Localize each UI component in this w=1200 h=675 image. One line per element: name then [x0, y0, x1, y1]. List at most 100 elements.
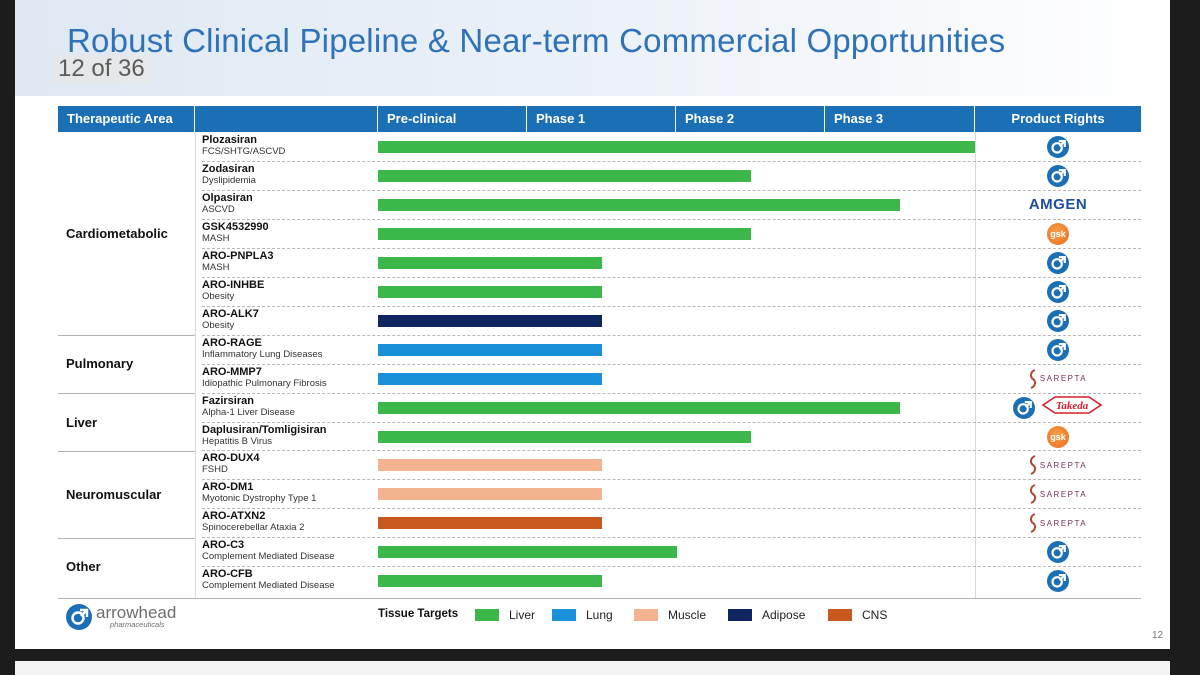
sarepta-wordmark: SAREPTA — [1039, 518, 1088, 528]
program-name: ARO-C3 — [202, 539, 245, 552]
sarepta-logo: SAREPTA — [1029, 455, 1088, 476]
program-indication: Alpha-1 Liver Disease — [202, 406, 295, 418]
program-name: Zodasiran — [202, 162, 255, 175]
area-cardiometabolic: Cardiometabolic — [66, 226, 168, 241]
row-separator — [202, 392, 1141, 394]
program-indication: Myotonic Dystrophy Type 1 — [202, 493, 317, 505]
legend-liver: Liver — [475, 608, 535, 622]
area-liver: Liver — [66, 415, 98, 430]
row-separator — [202, 363, 1141, 365]
product-rights-zodasiran — [975, 164, 1141, 187]
program-aro-dux4: ARO-DUX4 FSHD — [202, 452, 382, 475]
row-separator — [202, 218, 1141, 220]
program-indication: Obesity — [202, 290, 235, 302]
legend-label-liver: Liver — [509, 608, 536, 622]
program-indication: MASH — [202, 261, 230, 273]
program-name: ARO-ATXN2 — [202, 510, 266, 523]
takeda-wordmark: Takeda — [1056, 400, 1089, 412]
arrowhead-logo-icon — [1047, 136, 1069, 158]
arrowhead-logo-icon — [1013, 396, 1035, 419]
progress-bar-aro-rage — [378, 343, 602, 356]
gsk-logo: gsk — [1047, 425, 1069, 448]
product-rights-aro-atxn2: SAREPTA — [975, 512, 1141, 534]
progress-bar-daplusiran-tomligisiran — [378, 430, 751, 443]
program-indication: ASCVD — [202, 203, 235, 215]
sarepta-logo: SAREPTA — [1029, 484, 1087, 505]
program-indication: MASH — [202, 232, 230, 244]
program-indication: Obesity — [202, 319, 235, 331]
legend-label-muscle: Muscle — [668, 608, 707, 622]
program-plozasiran: Plozasiran FCS/SHTG/ASCVD — [202, 134, 382, 157]
takeda-logo: Takeda — [1041, 394, 1103, 421]
program-daplusiran-tomligisiran: Daplusiran/Tomligisiran Hepatitis B Virus — [202, 424, 382, 447]
product-rights-aro-dux4: SAREPTA — [975, 454, 1141, 476]
arrowhead-brand: arrowhead pharmaceuticals — [66, 604, 176, 630]
header-preclinical: Pre-clinical — [378, 106, 526, 132]
program-indication: Hepatitis B Virus — [202, 435, 273, 447]
progress-bar-gsk4532990 — [378, 227, 751, 240]
header-phase-2: Phase 2 — [676, 106, 824, 132]
area-separator — [58, 538, 195, 539]
row-separator — [202, 160, 1141, 162]
program-name: GSK4532990 — [202, 220, 269, 233]
legend-title: Tissue Targets — [378, 608, 459, 620]
legend-lung: Lung — [552, 608, 613, 622]
area-neuromuscular: Neuromuscular — [66, 487, 162, 502]
program-name: Olpasiran — [202, 191, 253, 204]
progress-bar-aro-mmp7 — [378, 372, 602, 385]
slide: Robust Clinical Pipeline & Near-term Com… — [15, 0, 1170, 649]
row-separator — [202, 334, 1141, 336]
program-indication: Spinocerebellar Ataxia 2 — [202, 522, 305, 534]
program-aro-mmp7: ARO-MMP7 Idiopathic Pulmonary Fibrosis — [202, 366, 382, 389]
row-separator — [202, 305, 1141, 307]
progress-bar-aro-alk7 — [378, 314, 602, 327]
arrowhead-logo-icon — [1047, 338, 1069, 361]
sarepta-wordmark: SAREPTA — [1039, 460, 1088, 470]
arrowhead-logo-icon — [1047, 164, 1069, 187]
legend-adipose: Adipose — [728, 608, 805, 622]
row-separator — [202, 276, 1141, 278]
arrowhead-logo-icon — [1047, 251, 1069, 274]
column-divider — [195, 132, 196, 598]
program-indication: Idiopathic Pulmonary Fibrosis — [202, 377, 327, 389]
brand-name: arrowhead — [96, 603, 177, 622]
program-gsk4532990: GSK4532990 MASH — [202, 221, 382, 244]
arrowhead-logo-icon — [1047, 309, 1069, 332]
program-name: Fazirsiran — [202, 394, 254, 407]
title-band — [15, 0, 1170, 96]
slide-number: 12 — [1152, 630, 1164, 641]
progress-bar-aro-pnpla3 — [378, 256, 602, 269]
arrowhead-logo-icon — [66, 604, 92, 630]
sarepta-mark-icon — [1029, 455, 1036, 476]
legend-muscle: Muscle — [634, 608, 706, 622]
progress-bar-aro-dm1 — [378, 488, 602, 501]
program-name: ARO-MMP7 — [202, 365, 262, 378]
header-phase-3: Phase 3 — [825, 106, 974, 132]
progress-bar-zodasiran — [378, 169, 751, 182]
area-separator — [58, 335, 195, 336]
program-name: ARO-RAGE — [202, 336, 262, 349]
sarepta-logo: SAREPTA — [1029, 513, 1088, 534]
program-name: ARO-ALK7 — [202, 307, 259, 320]
slide-title: Robust Clinical Pipeline & Near-term Com… — [67, 22, 1006, 59]
sarepta-mark-icon — [1029, 368, 1036, 389]
next-slide-thumbnail[interactable] — [15, 661, 1170, 675]
sarepta-mark-icon — [1029, 513, 1036, 534]
program-name: ARO-PNPLA3 — [202, 249, 274, 262]
row-separator — [202, 421, 1141, 423]
program-aro-pnpla3: ARO-PNPLA3 MASH — [202, 250, 382, 273]
program-aro-atxn2: ARO-ATXN2 Spinocerebellar Ataxia 2 — [202, 510, 382, 533]
program-fazirsiran: Fazirsiran Alpha-1 Liver Disease — [202, 395, 382, 418]
product-rights-daplusiran-tomligisiran: gsk — [975, 425, 1141, 448]
legend-swatch-adipose — [728, 609, 752, 621]
legend-swatch-muscle — [634, 609, 658, 621]
progress-bar-aro-cfb — [378, 575, 602, 588]
program-name: ARO-DUX4 — [202, 452, 260, 465]
product-rights-plozasiran — [975, 136, 1141, 158]
program-zodasiran: Zodasiran Dyslipidemia — [202, 163, 382, 186]
area-separator — [58, 393, 195, 394]
header-blank — [195, 106, 377, 132]
progress-bar-aro-dux4 — [378, 459, 602, 472]
column-divider — [975, 132, 976, 598]
table-bottom-line — [58, 598, 1141, 599]
